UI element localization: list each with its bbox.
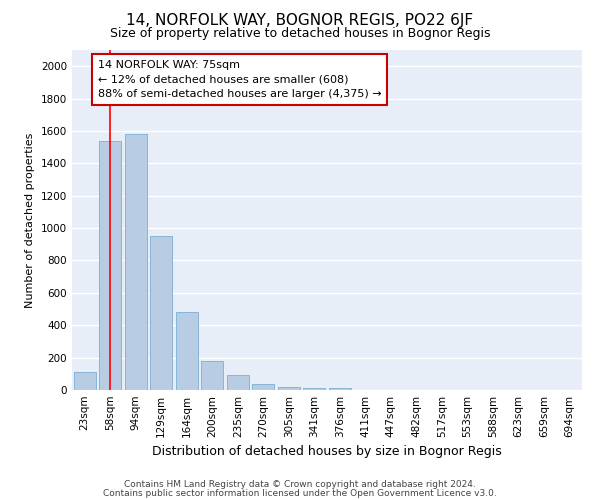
Bar <box>329 388 350 390</box>
Bar <box>100 140 121 390</box>
Bar <box>227 376 248 390</box>
Text: Contains public sector information licensed under the Open Government Licence v3: Contains public sector information licen… <box>103 488 497 498</box>
Bar <box>151 236 172 390</box>
Bar <box>125 134 146 390</box>
Bar <box>253 384 274 390</box>
Text: Contains HM Land Registry data © Crown copyright and database right 2024.: Contains HM Land Registry data © Crown c… <box>124 480 476 489</box>
Text: 14 NORFOLK WAY: 75sqm
← 12% of detached houses are smaller (608)
88% of semi-det: 14 NORFOLK WAY: 75sqm ← 12% of detached … <box>97 60 381 100</box>
Bar <box>176 312 197 390</box>
Bar <box>202 361 223 390</box>
Bar <box>278 387 299 390</box>
X-axis label: Distribution of detached houses by size in Bognor Regis: Distribution of detached houses by size … <box>152 446 502 458</box>
Text: Size of property relative to detached houses in Bognor Regis: Size of property relative to detached ho… <box>110 28 490 40</box>
Bar <box>304 388 325 390</box>
Text: 14, NORFOLK WAY, BOGNOR REGIS, PO22 6JF: 14, NORFOLK WAY, BOGNOR REGIS, PO22 6JF <box>127 12 473 28</box>
Bar <box>74 372 95 390</box>
Y-axis label: Number of detached properties: Number of detached properties <box>25 132 35 308</box>
